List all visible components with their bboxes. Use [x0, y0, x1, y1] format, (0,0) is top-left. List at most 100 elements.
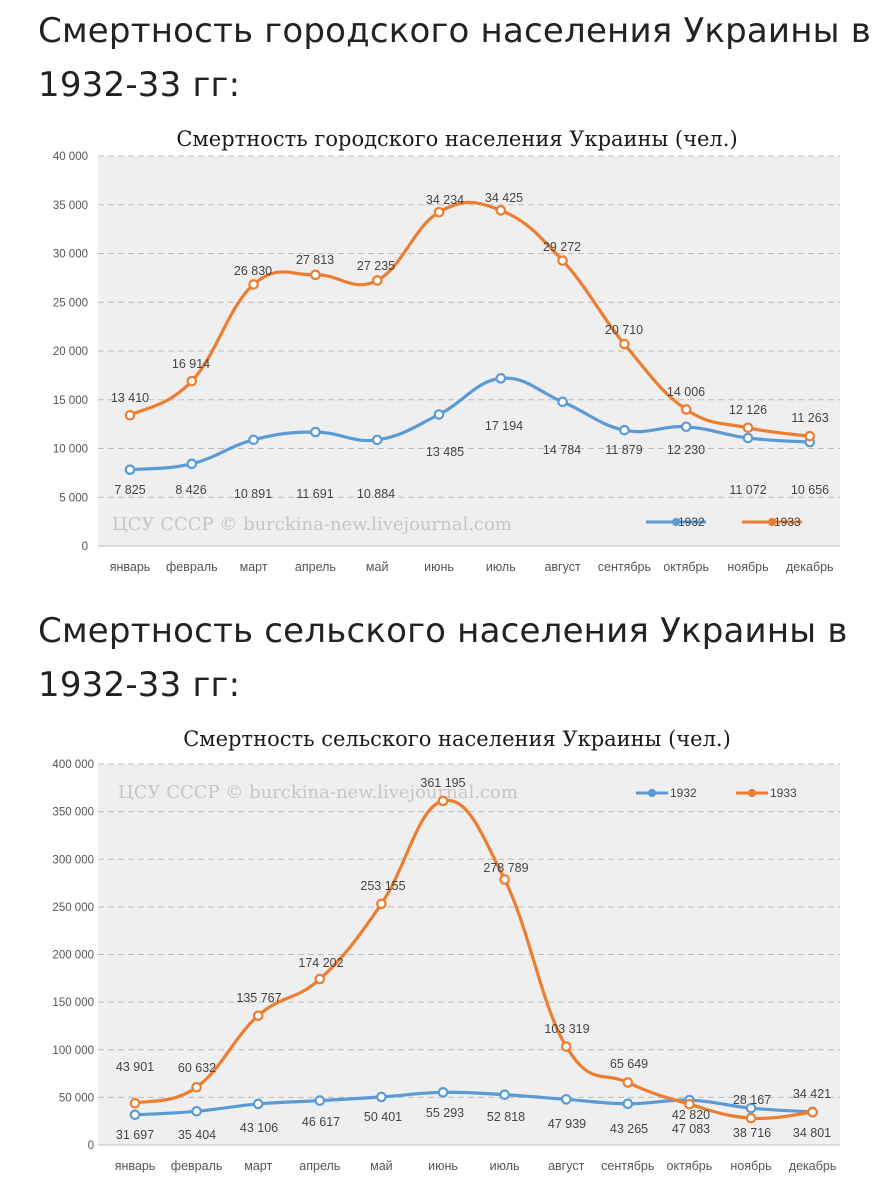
urban-legend-label-1932: 1932 — [678, 515, 705, 529]
rural-data-point-1932 — [745, 1102, 757, 1114]
rural-data-label-1933: 34 421 — [793, 1087, 831, 1101]
urban-data-label-1932: 8 426 — [175, 483, 206, 497]
urban-data-point-1933 — [680, 404, 692, 415]
rural-data-label-1933: 43 901 — [116, 1060, 154, 1074]
urban-data-point-1932 — [495, 373, 507, 384]
urban-data-label-1933: 16 914 — [172, 357, 210, 371]
rural-y-tick-label: 250 000 — [52, 902, 94, 914]
rural-series-line-1932 — [133, 1090, 815, 1117]
urban-data-point-1932 — [371, 434, 383, 446]
urban-x-tick-label: февраль — [166, 560, 218, 574]
urban-data-label-1933: 11 263 — [791, 411, 828, 425]
rural-data-point-1932 — [252, 1098, 264, 1110]
urban-y-tick-label: 30 000 — [53, 249, 88, 261]
rural-data-point-1932 — [499, 1089, 510, 1100]
urban-data-label-1933: 13 410 — [111, 391, 149, 405]
rural-data-point-1933 — [437, 795, 449, 807]
page-heading-rural: Смертность сельского населения Украины в… — [38, 611, 848, 705]
urban-data-label-1932: 10 884 — [357, 487, 395, 501]
page-heading-urban: Смертность городского населения Украины … — [38, 11, 871, 105]
urban-data-point-1932 — [742, 432, 754, 444]
urban-data-point-1933 — [371, 275, 383, 286]
urban-watermark: ЦСУ СССР © burckina-new.livejournal.com — [112, 514, 512, 535]
urban-x-tick-label: январь — [110, 560, 151, 574]
urban-data-label-1932: 17 194 — [485, 419, 523, 433]
urban-data-label-1933: 34 425 — [485, 191, 523, 205]
urban-data-point-1933 — [248, 279, 259, 290]
urban-data-label-1932: 11 691 — [296, 487, 333, 501]
urban-data-point-1933 — [310, 269, 321, 281]
rural-data-label-1932: 43 265 — [610, 1122, 648, 1136]
rural-y-tick-label: 150 000 — [52, 997, 94, 1009]
urban-x-tick-label: июль — [486, 560, 516, 574]
rural-data-point-1933 — [560, 1041, 572, 1052]
rural-data-point-1932 — [560, 1094, 572, 1105]
rural-data-label-1932: 38 716 — [733, 1126, 771, 1140]
rural-data-point-1933 — [499, 874, 510, 885]
urban-x-tick-label: декабрь — [786, 560, 834, 574]
rural-data-label-1933: 42 820 — [672, 1108, 710, 1122]
urban-data-point-1932 — [557, 396, 568, 408]
urban-data-label-1932: 14 784 — [543, 443, 581, 457]
rural-data-label-1933: 278 789 — [483, 861, 528, 875]
rural-y-tick-label: 350 000 — [52, 807, 94, 819]
urban-data-label-1932: 13 485 — [426, 445, 464, 459]
urban-y-tick-label: 25 000 — [53, 297, 88, 309]
urban-data-point-1933 — [186, 375, 198, 387]
rural-data-label-1932: 43 106 — [240, 1121, 278, 1135]
urban-data-point-1932 — [124, 464, 136, 476]
urban-x-tick-label: март — [240, 560, 268, 574]
urban-data-label-1933: 14 006 — [667, 385, 705, 399]
urban-data-point-1932 — [248, 434, 259, 446]
urban-data-point-1933 — [433, 206, 445, 218]
rural-legend-marker-1933 — [747, 788, 757, 798]
rural-x-tick-label: июнь — [428, 1159, 458, 1173]
urban-x-tick-label: сентябрь — [598, 560, 651, 574]
rural-x-tick-label: апрель — [299, 1159, 340, 1173]
rural-data-point-1933 — [252, 1010, 264, 1021]
rural-data-label-1933: 103 319 — [544, 1022, 589, 1036]
urban-data-label-1932: 11 072 — [729, 483, 766, 497]
rural-data-label-1932: 46 617 — [302, 1115, 340, 1129]
rural-data-label-1932: 50 401 — [364, 1110, 402, 1124]
rural-data-label-1933: 174 202 — [298, 956, 343, 970]
rural-x-tick-label: май — [370, 1159, 393, 1173]
urban-data-point-1933 — [495, 205, 507, 216]
rural-data-point-1932 — [191, 1105, 202, 1117]
urban-y-tick-label: 5 000 — [59, 492, 88, 504]
urban-data-point-1933 — [804, 430, 816, 442]
rural-y-tick-label: 300 000 — [52, 854, 94, 866]
urban-legend-marker-1933 — [767, 517, 777, 527]
urban-chart-title: Смертность городского населения Украины … — [176, 127, 737, 151]
urban-data-point-1932 — [310, 426, 321, 438]
urban-x-tick-label: октябрь — [663, 560, 709, 574]
rural-x-tick-label: декабрь — [789, 1159, 837, 1173]
rural-legend-label-1932: 1932 — [670, 786, 697, 800]
urban-y-tick-label: 0 — [82, 541, 88, 553]
urban-data-point-1932 — [433, 409, 445, 420]
rural-x-tick-label: октябрь — [667, 1159, 713, 1173]
urban-data-point-1933 — [557, 255, 568, 266]
urban-data-label-1933: 27 813 — [296, 253, 334, 267]
urban-data-label-1933: 20 710 — [605, 323, 643, 337]
rural-data-point-1933 — [314, 973, 326, 985]
rural-x-tick-label: февраль — [171, 1159, 223, 1173]
rural-x-tick-label: ноябрь — [730, 1159, 771, 1173]
urban-legend-label-1933: 1933 — [774, 515, 801, 529]
rural-data-point-1933 — [376, 898, 387, 910]
rural-data-label-1932: 47 083 — [672, 1122, 710, 1136]
rural-legend-label-1933: 1933 — [770, 786, 797, 800]
urban-mortality-chart: Смертность городского населения Украины … — [53, 127, 840, 574]
rural-y-tick-label: 400 000 — [52, 759, 94, 771]
rural-y-tick-label: 50 000 — [59, 1092, 94, 1104]
rural-data-point-1932 — [376, 1091, 387, 1103]
urban-data-label-1933: 34 234 — [426, 193, 464, 207]
urban-data-point-1933 — [619, 338, 630, 350]
rural-data-label-1932: 55 293 — [426, 1106, 464, 1120]
urban-y-tick-label: 15 000 — [53, 395, 88, 407]
rural-watermark: ЦСУ СССР © burckina-new.livejournal.com — [118, 782, 518, 803]
rural-x-tick-label: август — [548, 1159, 585, 1173]
urban-x-tick-label: август — [544, 560, 581, 574]
urban-data-point-1933 — [124, 409, 136, 421]
rural-data-label-1933: 253 155 — [360, 879, 405, 893]
